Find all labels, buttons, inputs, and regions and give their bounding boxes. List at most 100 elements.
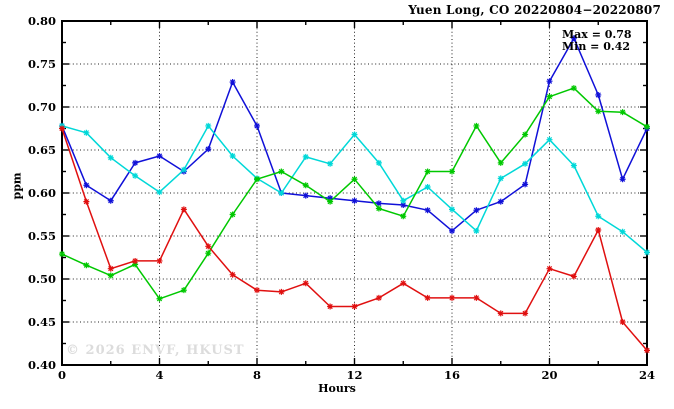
data-point-blue — [497, 198, 504, 205]
y-tick-label: 0.75 — [28, 57, 56, 71]
data-point-red — [619, 319, 626, 325]
data-point-green — [83, 262, 90, 269]
data-point-green — [546, 93, 553, 100]
data-point-blue — [327, 195, 334, 202]
data-point-blue — [449, 227, 455, 234]
data-point-green — [132, 261, 139, 268]
data-point-cyan — [327, 160, 334, 167]
x-tick-label: 0 — [58, 368, 66, 382]
data-point-red — [59, 125, 65, 132]
data-point-blue — [83, 182, 90, 189]
x-tick-label: 20 — [541, 368, 557, 382]
data-point-green — [351, 176, 358, 183]
data-point-blue — [132, 159, 139, 166]
data-point-green — [180, 287, 187, 294]
max-annotation: Max = 0.78 — [562, 28, 632, 41]
x-tick-label: 8 — [253, 368, 261, 382]
data-point-red — [644, 347, 650, 354]
data-point-blue — [254, 122, 260, 129]
data-point-red — [570, 273, 577, 280]
series-line-cyan — [61, 125, 648, 253]
data-point-blue — [619, 176, 626, 183]
data-point-red — [546, 265, 553, 272]
max-min-annotation: Max = 0.78 Min = 0.42 — [562, 29, 632, 53]
data-point-cyan — [83, 129, 90, 136]
min-annotation: Min = 0.42 — [562, 40, 631, 53]
data-point-cyan — [375, 159, 382, 166]
data-point-green — [59, 251, 65, 258]
x-tick-label: 4 — [155, 368, 163, 382]
data-point-blue — [400, 202, 407, 209]
data-point-blue — [107, 197, 114, 204]
data-point-cyan — [156, 189, 163, 196]
data-point-red — [351, 303, 358, 310]
data-point-cyan — [180, 166, 187, 173]
data-point-green — [327, 198, 334, 205]
y-tick-label: 0.70 — [28, 100, 56, 114]
data-point-red — [595, 226, 602, 233]
y-tick-label: 0.60 — [28, 186, 56, 200]
data-point-red — [497, 310, 504, 317]
data-point-green — [254, 176, 260, 183]
data-point-cyan — [570, 162, 577, 169]
data-point-red — [83, 198, 90, 205]
y-tick-label: 0.65 — [28, 143, 56, 157]
watermark: © 2026 ENVF, HKUST — [66, 343, 245, 358]
data-point-green — [497, 159, 504, 166]
data-point-red — [107, 265, 114, 272]
data-point-green — [449, 168, 455, 175]
data-point-blue — [570, 35, 577, 42]
data-point-cyan — [302, 153, 309, 160]
data-point-blue — [229, 79, 236, 86]
data-point-cyan — [497, 175, 504, 182]
data-point-red — [473, 294, 480, 301]
data-point-green — [375, 205, 382, 212]
x-tick-label: 16 — [444, 368, 460, 382]
data-point-blue — [302, 192, 309, 199]
data-point-blue — [546, 78, 553, 85]
data-point-cyan — [619, 228, 626, 235]
data-point-cyan — [644, 249, 650, 256]
x-axis-title: Hours — [318, 382, 356, 395]
data-point-green — [473, 122, 480, 129]
x-tick-label: 24 — [639, 368, 655, 382]
data-point-green — [229, 211, 236, 218]
data-point-cyan — [400, 197, 407, 204]
data-point-blue — [424, 207, 431, 214]
data-point-cyan — [595, 213, 602, 220]
y-tick-label: 0.40 — [28, 358, 56, 372]
data-point-cyan — [473, 227, 480, 234]
data-point-blue — [205, 146, 212, 153]
y-tick-label: 0.55 — [28, 229, 56, 243]
data-point-blue — [375, 200, 382, 207]
data-point-blue — [351, 197, 358, 204]
data-point-green — [570, 85, 577, 92]
data-point-red — [132, 257, 139, 264]
data-point-blue — [595, 91, 602, 98]
data-point-cyan — [546, 136, 553, 143]
y-tick-label: 0.45 — [28, 315, 56, 329]
data-point-red — [375, 294, 382, 301]
data-point-red — [254, 287, 260, 294]
data-point-red — [449, 294, 455, 301]
data-point-green — [302, 182, 309, 189]
data-point-red — [424, 294, 431, 301]
axes-box — [61, 20, 648, 366]
chart-title: Yuen Long, CO 20220804−20220807 — [408, 3, 661, 17]
data-point-green — [619, 109, 626, 116]
data-point-red — [522, 310, 529, 317]
data-point-red — [302, 280, 309, 287]
data-point-green — [278, 168, 285, 175]
data-point-red — [229, 271, 236, 278]
data-point-cyan — [351, 131, 358, 138]
data-point-cyan — [449, 206, 455, 213]
data-point-blue — [522, 181, 529, 188]
data-point-red — [278, 288, 285, 295]
data-point-green — [424, 168, 431, 175]
data-point-cyan — [229, 153, 236, 160]
data-point-red — [327, 303, 334, 310]
data-point-green — [644, 123, 650, 130]
y-tick-label: 0.80 — [28, 14, 56, 28]
